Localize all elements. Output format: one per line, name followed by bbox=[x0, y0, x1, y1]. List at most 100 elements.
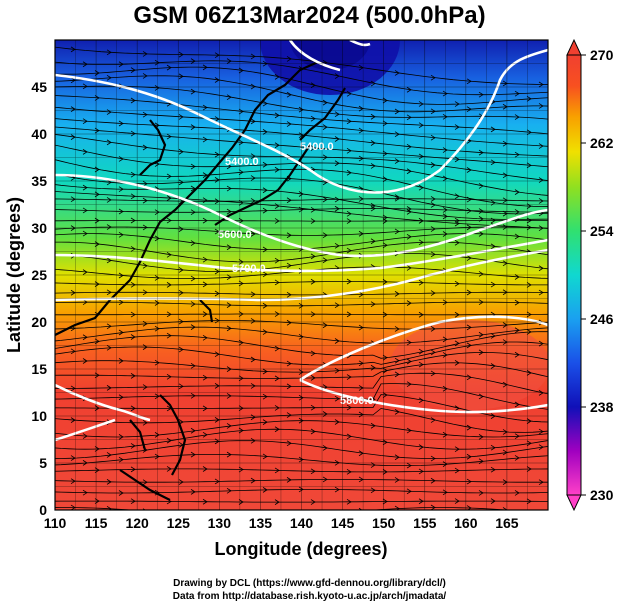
streamline-arrow bbox=[262, 129, 268, 135]
streamline-arrow bbox=[538, 444, 544, 450]
streamline-arrow bbox=[442, 385, 448, 392]
streamline-arrow bbox=[370, 113, 376, 120]
streamline-arrow bbox=[430, 226, 436, 232]
streamline-arrow bbox=[538, 81, 544, 88]
streamline-arrow bbox=[274, 499, 280, 505]
x-axis-title: Longitude (degrees) bbox=[214, 539, 387, 559]
streamline-arrow bbox=[418, 498, 424, 505]
streamline-arrow bbox=[142, 289, 148, 296]
streamline-arrow bbox=[370, 205, 376, 212]
y-tick-label: 0 bbox=[39, 502, 47, 518]
streamline-arrow bbox=[130, 193, 136, 200]
streamline-arrow bbox=[82, 334, 88, 341]
streamline-arrow bbox=[454, 101, 460, 107]
streamline-arrow bbox=[166, 282, 172, 288]
streamline-arrow bbox=[406, 427, 412, 434]
streamline-arrow bbox=[202, 405, 208, 412]
streamline-arrow bbox=[214, 290, 220, 297]
streamline-arrow bbox=[214, 417, 220, 423]
streamline-arrow bbox=[310, 468, 316, 475]
streamline-arrow bbox=[202, 172, 208, 178]
contour-label: 5700.0 bbox=[232, 263, 266, 275]
streamline-arrow bbox=[250, 383, 256, 389]
streamline-arrow bbox=[238, 427, 244, 434]
streamline-arrow bbox=[190, 88, 196, 95]
streamline-arrow bbox=[238, 405, 244, 412]
streamline-arrow bbox=[190, 240, 196, 246]
streamline-arrow bbox=[322, 322, 328, 329]
streamline-arrow bbox=[142, 384, 148, 390]
y-tick-label: 45 bbox=[31, 79, 47, 95]
streamline bbox=[55, 313, 548, 316]
streamline-arrow bbox=[214, 268, 220, 275]
streamline-arrow bbox=[238, 311, 244, 317]
streamline bbox=[55, 95, 548, 135]
streamline-arrow bbox=[250, 291, 256, 298]
streamline-arrow bbox=[298, 369, 304, 375]
streamline-arrow bbox=[526, 440, 532, 447]
streamline-arrow bbox=[466, 196, 472, 203]
streamline bbox=[55, 159, 548, 207]
streamline-arrow bbox=[514, 274, 520, 280]
streamline-arrow bbox=[526, 418, 532, 424]
streamline-arrow bbox=[370, 238, 376, 245]
streamline-arrow bbox=[406, 462, 412, 469]
streamline-arrow bbox=[538, 265, 544, 272]
streamline-arrow bbox=[190, 324, 196, 330]
streamline-arrow bbox=[82, 230, 88, 237]
streamline-arrow bbox=[514, 490, 520, 496]
streamline-arrow bbox=[154, 235, 160, 242]
streamline-arrow bbox=[382, 242, 388, 249]
streamline-arrow bbox=[298, 486, 304, 493]
streamline-arrow bbox=[226, 302, 232, 308]
streamline-arrow bbox=[214, 116, 220, 122]
streamline-arrow bbox=[82, 433, 88, 439]
contour-label: 5400.0 bbox=[300, 141, 334, 153]
streamline-arrow bbox=[382, 498, 388, 505]
streamline-arrow bbox=[70, 106, 76, 112]
streamline bbox=[55, 126, 548, 168]
streamline-arrow bbox=[334, 338, 340, 344]
streamline-arrow bbox=[82, 358, 88, 364]
streamline-arrow bbox=[70, 196, 76, 203]
streamline-arrow bbox=[130, 217, 136, 224]
streamline-arrow bbox=[202, 466, 208, 472]
streamline-arrow bbox=[454, 311, 460, 318]
x-tick-label: 120 bbox=[125, 515, 149, 531]
streamline-arrow bbox=[394, 291, 400, 297]
streamline-arrow bbox=[478, 208, 484, 214]
streamline-arrow bbox=[346, 404, 352, 411]
streamline-arrow bbox=[466, 453, 472, 460]
streamline-arrow bbox=[346, 498, 352, 505]
streamline-arrow bbox=[286, 56, 292, 62]
streamline-arrow bbox=[250, 118, 256, 125]
streamline-arrow bbox=[442, 231, 448, 237]
streamline-arrow bbox=[406, 358, 412, 365]
streamline-arrow bbox=[370, 163, 376, 169]
streamline-arrow bbox=[130, 466, 136, 473]
streamline-arrow bbox=[322, 196, 328, 203]
streamline-arrow bbox=[142, 144, 148, 151]
streamline-arrow bbox=[202, 334, 208, 341]
streamline-arrow bbox=[214, 228, 220, 235]
streamline-arrow bbox=[154, 275, 160, 281]
streamline-arrow bbox=[454, 217, 460, 224]
streamline-arrow bbox=[178, 383, 184, 390]
streamline-arrow bbox=[142, 262, 148, 269]
streamline-arrow bbox=[106, 49, 112, 56]
streamline-arrow bbox=[478, 393, 484, 400]
streamline-arrow bbox=[130, 67, 136, 73]
streamline-arrow bbox=[190, 163, 196, 170]
streamline-arrow bbox=[430, 290, 436, 296]
streamline-arrow bbox=[82, 61, 88, 68]
streamline-arrow bbox=[466, 289, 472, 296]
streamline-arrow bbox=[274, 166, 280, 173]
streamline-arrow bbox=[190, 392, 196, 399]
colorbar-tick-label: 230 bbox=[590, 487, 614, 503]
streamline-arrow bbox=[190, 427, 196, 434]
streamline-arrow bbox=[322, 411, 328, 417]
streamline-arrow bbox=[514, 189, 520, 195]
streamline-arrow bbox=[466, 478, 472, 485]
streamline-arrow bbox=[478, 331, 484, 338]
streamline-arrow bbox=[262, 60, 268, 67]
